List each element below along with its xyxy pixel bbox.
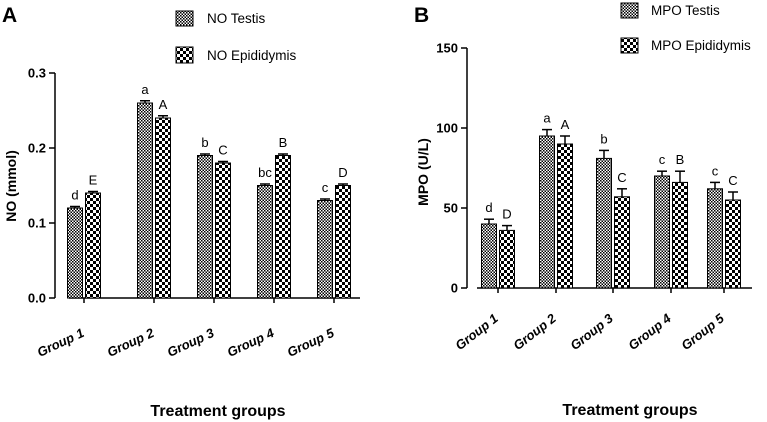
bar <box>85 192 101 299</box>
panel-b-legend: MPO Testis MPO Epididymis <box>620 2 751 54</box>
x-tick-label: Group 4 <box>625 310 674 353</box>
bar <box>499 229 515 289</box>
y-tick-label: 0.0 <box>28 291 46 306</box>
bar <box>257 185 273 299</box>
significance-letter: C <box>617 170 626 185</box>
significance-letter: c <box>659 152 666 167</box>
legend-swatch-mpo-epididymis <box>620 37 639 54</box>
bar <box>539 135 555 289</box>
bar <box>557 143 573 289</box>
legend-label-mpo-testis: MPO Testis <box>651 3 720 18</box>
x-tick-label: Group 1 <box>452 311 501 354</box>
panel-a-plot: 0.0 0.1 0.2 0.3 Group 1 dE Group 2 aA Group 3 b C G… <box>28 66 360 360</box>
legend-label-mpo-epididymis: MPO Epididymis <box>651 38 751 53</box>
significance-letter: D <box>338 165 347 180</box>
significance-letter: E <box>89 173 98 188</box>
significance-letter: A <box>159 97 168 112</box>
x-tick-label: Group 5 <box>285 325 337 360</box>
significance-letter: b <box>201 135 208 150</box>
bar <box>197 155 213 299</box>
x-tick-label: Group 3 <box>567 310 616 353</box>
panel-b-plot: 0 50 100 150 Group 1 d D Group 2 a A Group 3 b C Grou… <box>436 41 752 354</box>
y-tick-label: 0.3 <box>28 66 46 81</box>
x-tick-label: Group 5 <box>678 310 727 353</box>
significance-letter: d <box>485 200 492 215</box>
significance-letter: D <box>502 207 511 222</box>
x-tick-label: Group 2 <box>105 325 157 360</box>
panel-b: B MPO (U/L) Treatment groups MPO Testis … <box>414 2 752 419</box>
y-tick-label: 0.2 <box>28 141 46 156</box>
x-tick-label: Group 2 <box>510 310 559 353</box>
y-tick-label: 0.1 <box>28 216 46 231</box>
bar <box>275 155 291 299</box>
significance-letter: bc <box>258 165 272 180</box>
bar <box>725 199 741 289</box>
panel-b-y-axis-title: MPO (U/L) <box>415 138 431 206</box>
bar <box>707 188 723 289</box>
significance-letter: B <box>279 135 288 150</box>
legend-label-no-epididymis: NO Epididymis <box>207 48 297 63</box>
significance-letter: B <box>676 152 685 167</box>
bar <box>672 181 688 289</box>
panel-a-legend: NO Testis NO Epididymis <box>175 10 297 64</box>
legend-swatch-no-testis <box>175 10 194 27</box>
bar <box>596 157 612 289</box>
bar <box>155 117 171 299</box>
panel-a-y-axis-title: NO (mmol) <box>3 150 19 222</box>
bar <box>481 223 497 289</box>
significance-letter: a <box>141 82 149 97</box>
x-tick-label: Group 4 <box>225 325 277 360</box>
bar <box>335 185 351 299</box>
legend-swatch-mpo-testis <box>620 2 639 19</box>
panel-a-letter: A <box>2 4 17 27</box>
bar <box>614 196 630 289</box>
significance-letter: d <box>71 188 78 203</box>
bar <box>137 102 153 299</box>
significance-letter: C <box>218 143 227 158</box>
panel-a: A NO (mmol) Treatment groups NO Testis N… <box>2 4 360 420</box>
significance-letter: A <box>561 117 570 132</box>
bar <box>317 200 333 299</box>
significance-letter: C <box>728 173 737 188</box>
legend-swatch-no-epididymis <box>175 46 194 64</box>
y-tick-label: 50 <box>444 201 458 216</box>
x-tick-label: Group 1 <box>35 325 87 360</box>
significance-letter: c <box>712 163 719 178</box>
bar <box>654 175 670 289</box>
significance-letter: a <box>543 111 551 126</box>
significance-letter: b <box>600 131 607 146</box>
panel-b-x-axis-title: Treatment groups <box>562 402 697 419</box>
y-tick-label: 100 <box>436 121 458 136</box>
y-tick-label: 0 <box>451 281 458 296</box>
panel-a-x-axis-title: Treatment groups <box>150 403 285 420</box>
x-tick-label: Group 3 <box>165 325 217 360</box>
legend-label-no-testis: NO Testis <box>207 11 266 26</box>
panel-b-letter: B <box>414 4 429 27</box>
y-tick-label: 150 <box>436 41 458 56</box>
bar <box>67 207 83 299</box>
bar <box>215 162 231 299</box>
significance-letter: c <box>322 180 329 195</box>
